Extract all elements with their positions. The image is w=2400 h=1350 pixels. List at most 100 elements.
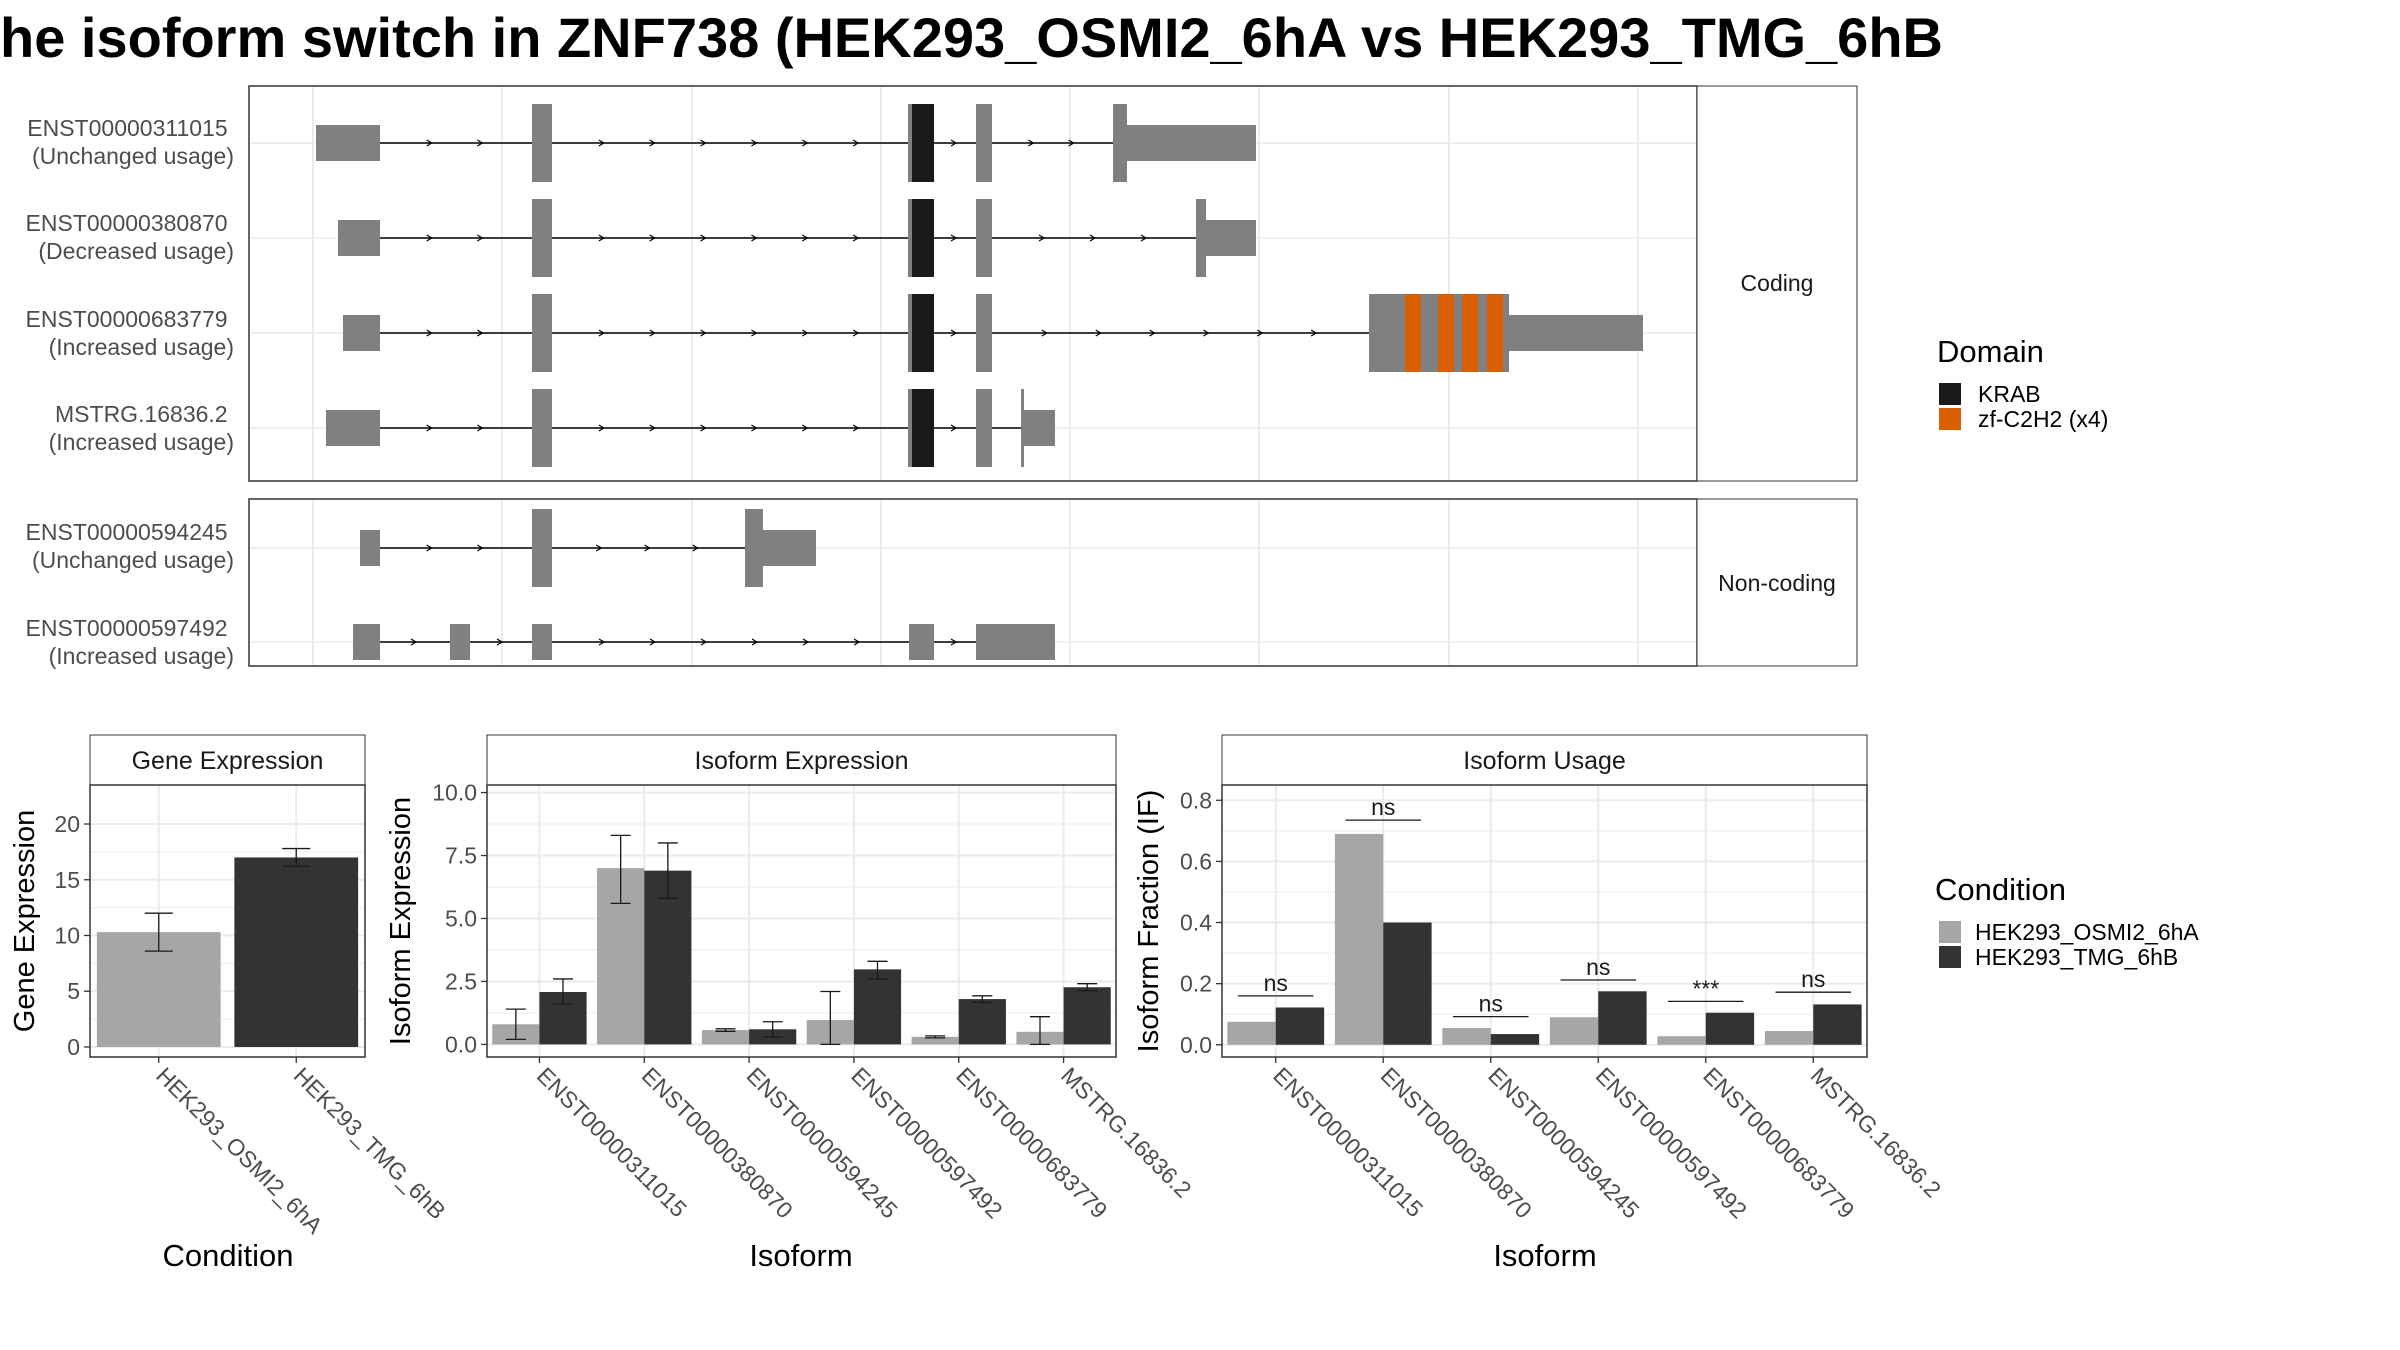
chart-strip [89, 734, 366, 786]
strand-arrow-icon [649, 139, 656, 147]
plot-frame [486, 784, 1117, 1058]
exon [1196, 199, 1206, 277]
chart-strip-title: Isoform Expression [695, 747, 909, 775]
y-axis-title: Isoform Expression [385, 797, 417, 1045]
strand-arrow-icon [644, 544, 651, 552]
noncoding-panel-frame [248, 498, 1698, 667]
strand-arrow-icon [426, 544, 433, 552]
strand-arrow-icon [649, 234, 656, 242]
krab-domain [912, 104, 934, 182]
strand-arrow-icon [950, 329, 958, 337]
strand-arrow-icon [950, 234, 958, 242]
strand-arrow-icon [1038, 234, 1046, 242]
exon [316, 125, 380, 161]
strand-arrow-icon [802, 638, 810, 646]
strand-arrow-icon [477, 234, 484, 242]
exon [532, 509, 552, 587]
y-axis-title: Gene Expression [9, 810, 41, 1032]
bar [958, 999, 1006, 1045]
y-tick-label: 0.4 [1180, 910, 1212, 936]
strand-arrow-icon [598, 424, 606, 432]
strand-arrow-icon [751, 329, 758, 337]
transcript-track [338, 199, 1256, 277]
y-tick-label: 10.0 [432, 780, 477, 806]
exon [532, 389, 552, 467]
exon [532, 199, 552, 277]
chart-2: Isoform Usage ns ns ns ns *** ns 0.0 0.2 0.4 0.6 0.… [1133, 734, 1946, 1273]
strand-arrow-icon [751, 234, 758, 242]
exon [532, 104, 552, 182]
chart-1: Isoform Expression0.02.55.07.510.0ENST00… [385, 734, 1196, 1273]
exon [976, 199, 992, 277]
transcript-label: MSTRG.16836.2 (Increased usage) [49, 401, 234, 455]
strand-arrow-icon [692, 544, 699, 552]
exon [909, 624, 934, 660]
y-tick-label: 20 [54, 811, 80, 837]
strand-arrow-icon [801, 424, 809, 432]
exon [976, 294, 992, 372]
bar [1275, 1007, 1325, 1045]
strand-arrow-icon [595, 544, 603, 552]
strand-arrow-icon [1041, 329, 1049, 337]
x-axis-title: Isoform [749, 1238, 852, 1273]
bar [1813, 1004, 1862, 1045]
strand-arrow-icon [700, 424, 707, 432]
strand-arrow-icon [852, 234, 860, 242]
y-tick-label: 0.2 [1180, 971, 1212, 997]
chart-strip [486, 734, 1117, 786]
exon [343, 315, 380, 351]
zf-legend-key [1939, 408, 1961, 430]
exon [532, 624, 552, 660]
bar [1383, 922, 1432, 1045]
strand-arrow-icon [751, 139, 758, 147]
figure-title: he isoform switch in ZNF738 (HEK293_OSMI… [0, 6, 1943, 69]
bar [1598, 991, 1647, 1045]
strand-arrow-icon [700, 329, 707, 337]
krab-legend-label: KRAB [1978, 381, 2041, 407]
y-tick-label: 5.0 [445, 905, 477, 931]
bar [1705, 1012, 1755, 1045]
exon-layer [316, 104, 1643, 660]
strand-arrow-icon [950, 638, 958, 646]
exon [763, 530, 816, 566]
transcript-track [326, 389, 1055, 467]
transcript-track [360, 509, 816, 587]
chart-strip [1221, 734, 1868, 786]
zf-domain [1438, 294, 1454, 372]
transcript-label: ENST00000380870 (Decreased usage) [26, 210, 234, 264]
strand-arrow-icon [649, 424, 656, 432]
exon [1021, 389, 1024, 467]
transcript-track [316, 104, 1256, 182]
strand-arrow-icon [1203, 329, 1210, 337]
coding-strip-label: Coding [1741, 270, 1814, 296]
strand-arrow-icon [1068, 139, 1075, 147]
exon [338, 220, 380, 256]
strand-arrow-icon [700, 234, 707, 242]
exon [532, 294, 552, 372]
noncoding-strip-label: Non-coding [1718, 570, 1836, 596]
significance-label: ns [1801, 966, 1825, 992]
chart-strip-title: Gene Expression [132, 747, 324, 775]
coding-panel-frame [248, 85, 1698, 482]
strand-arrow-icon [950, 424, 958, 432]
cond-b-legend-key [1939, 946, 1961, 968]
exon [1113, 104, 1127, 182]
krab-legend-key [1939, 383, 1961, 405]
strand-arrow-icon [496, 638, 504, 646]
significance-label: ns [1371, 794, 1395, 820]
transcript-label: ENST00000683779 (Increased usage) [26, 306, 234, 360]
chart-strip-title: Isoform Usage [1463, 747, 1626, 775]
strand-arrow-icon [852, 424, 860, 432]
strand-arrow-icon [410, 638, 418, 646]
exon [450, 624, 470, 660]
y-tick-label: 15 [54, 867, 80, 893]
coding-strip [1696, 85, 1858, 482]
zf-domain [1462, 294, 1478, 372]
y-tick-label: 5 [67, 978, 80, 1004]
x-tick-label: HEK293_TMG_6hB [289, 1062, 451, 1224]
bar [234, 857, 359, 1047]
strand-arrow-icon [477, 329, 484, 337]
strand-arrow-icon [1149, 329, 1156, 337]
strand-arrow-icon [649, 638, 657, 646]
